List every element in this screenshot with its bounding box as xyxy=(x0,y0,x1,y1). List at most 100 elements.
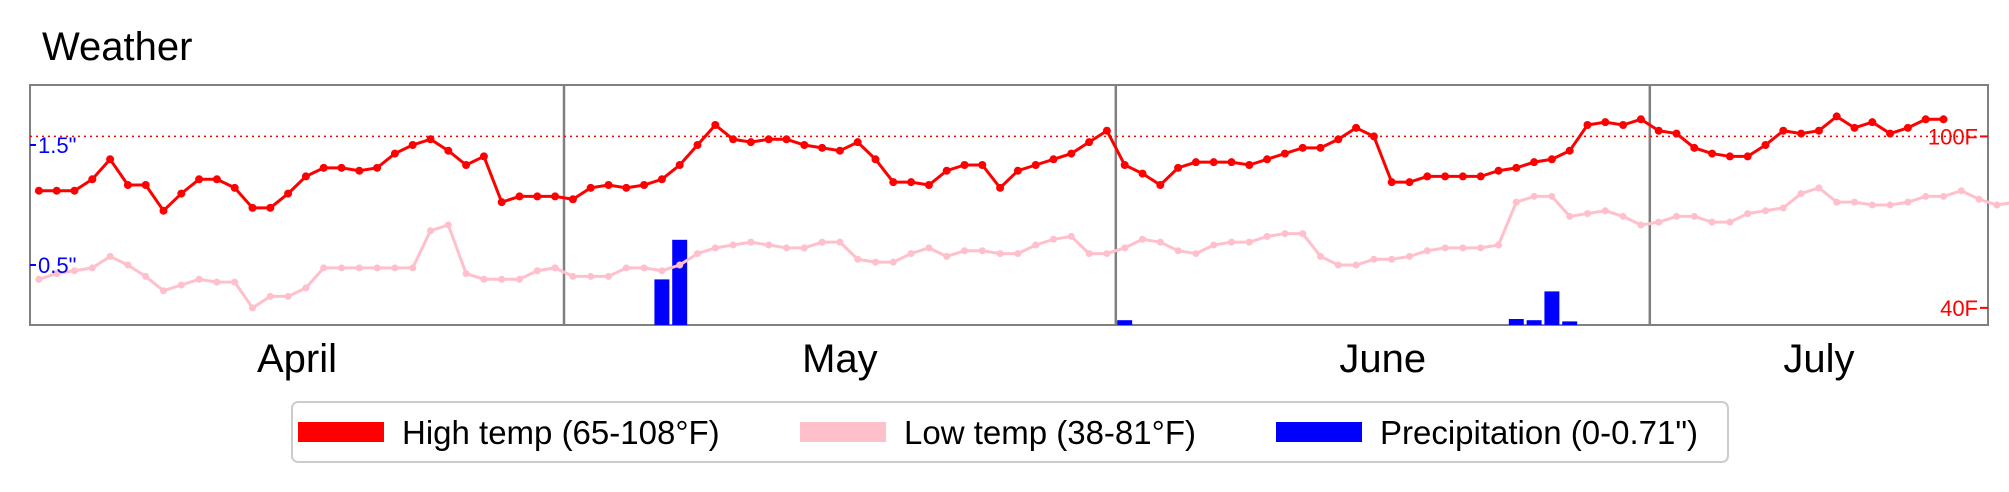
low-temp-point xyxy=(711,244,719,252)
low-temp-point xyxy=(658,267,666,275)
high-temp-point xyxy=(1850,123,1859,132)
low-temp-point xyxy=(106,252,114,260)
high-temp-point xyxy=(1797,129,1806,138)
low-temp-point xyxy=(1886,201,1894,209)
low-temp-point xyxy=(1406,252,1413,260)
low-temp-point xyxy=(818,238,826,246)
high-temp-point xyxy=(177,189,186,198)
low-temp-point xyxy=(1299,230,1307,238)
low-temp-point xyxy=(836,238,844,246)
low-temp-point xyxy=(907,250,915,258)
high-temp-point xyxy=(533,192,542,201)
low-temp-point xyxy=(1673,212,1680,220)
low-temp-point xyxy=(498,275,506,283)
high-temp-points xyxy=(34,112,1948,215)
high-temp-point xyxy=(640,181,649,189)
low-temp-point xyxy=(1922,192,1930,200)
high-temp-point xyxy=(52,186,61,195)
high-temp-point xyxy=(693,141,702,149)
low-temp-point xyxy=(533,267,541,275)
high-temp-point xyxy=(1209,158,1218,167)
precipitation-bar xyxy=(654,279,670,325)
high-temp-point xyxy=(1245,161,1254,169)
high-temp-point xyxy=(1708,149,1717,158)
month-separators xyxy=(562,85,1652,325)
high-temp-point xyxy=(1174,163,1183,172)
high-temp-point xyxy=(1334,135,1343,144)
high-temp-point xyxy=(978,161,987,169)
low-temp-point xyxy=(1228,238,1235,246)
low-temp-point xyxy=(587,272,595,280)
high-temp-point xyxy=(889,178,898,187)
high-temp-point xyxy=(960,161,969,169)
low-temp-point xyxy=(1174,247,1182,255)
low-temp-point xyxy=(1334,261,1342,269)
high-temp-point xyxy=(1441,172,1450,181)
high-temp-point xyxy=(1352,123,1361,132)
high-temp-point xyxy=(266,203,275,212)
low-temp-point xyxy=(1797,190,1805,198)
high-temp-point xyxy=(1031,161,1040,169)
high-temp-point xyxy=(1903,123,1912,132)
low-temp-point xyxy=(1868,201,1876,209)
high-temp-point xyxy=(1654,126,1663,135)
low-temp-point xyxy=(854,255,862,263)
low-temp-point xyxy=(676,261,684,269)
low-temp-point xyxy=(978,247,986,255)
high-temp-point xyxy=(88,175,97,184)
low-temp-point xyxy=(800,244,808,252)
high-temp-point xyxy=(622,183,631,192)
high-temp-point xyxy=(1085,138,1094,147)
high-temp-point xyxy=(212,175,221,184)
high-temp-point xyxy=(497,198,506,207)
low-temp-point xyxy=(1637,221,1645,229)
high-temp-point xyxy=(426,135,435,144)
high-temp-point xyxy=(1316,143,1325,152)
precipitation-bar xyxy=(1526,320,1542,325)
low-temp-point xyxy=(231,278,239,286)
high-temp-point xyxy=(1120,161,1129,169)
low-temp-point xyxy=(1139,235,1146,243)
low-temp-point xyxy=(1619,212,1627,220)
high-temp-point xyxy=(568,195,577,204)
low-temp-point xyxy=(1370,255,1378,263)
legend-label-low-temp: Low temp (38-81°F) xyxy=(904,414,1196,451)
high-temp-point xyxy=(782,135,791,144)
high-temp-point xyxy=(1779,126,1788,135)
precipitation-bar xyxy=(1562,321,1578,325)
low-temp-point xyxy=(551,264,559,272)
low-temp-point xyxy=(694,250,701,258)
high-temp-point xyxy=(996,183,1005,192)
low-temp-point xyxy=(124,261,132,269)
low-temp-point xyxy=(213,278,221,286)
low-temp-point xyxy=(622,264,630,272)
legend-swatch-high-temp xyxy=(298,422,384,442)
high-temp-point xyxy=(106,155,115,164)
plot-frame xyxy=(29,84,1989,326)
low-temp-point xyxy=(160,287,167,295)
low-temp-point xyxy=(1317,252,1324,260)
low-temp-point xyxy=(872,258,879,266)
high-temp-point xyxy=(515,192,524,201)
low-temp-point xyxy=(765,241,773,249)
high-temp-point xyxy=(1476,172,1485,181)
high-temp-point xyxy=(551,192,560,201)
high-temp-point xyxy=(907,178,916,187)
low-temp-point xyxy=(1548,192,1556,200)
month-labels: April May June July xyxy=(257,337,1854,381)
low-temp-point xyxy=(996,250,1004,258)
low-temp-point xyxy=(1957,187,1965,195)
precipitation-bar xyxy=(1117,320,1133,325)
low-temp-point xyxy=(1352,261,1360,269)
legend-swatch-low-temp xyxy=(800,422,886,442)
low-temp-point xyxy=(1050,235,1057,243)
low-temp-point xyxy=(569,272,577,280)
high-temp-point xyxy=(1458,172,1467,181)
high-temp-point xyxy=(1583,121,1592,129)
high-temp-point xyxy=(337,163,346,172)
high-temp-point xyxy=(390,149,399,158)
high-temp-point xyxy=(1921,115,1930,124)
low-temp-point xyxy=(640,264,648,272)
low-temp-point xyxy=(177,281,185,289)
low-temp-point xyxy=(338,264,345,272)
